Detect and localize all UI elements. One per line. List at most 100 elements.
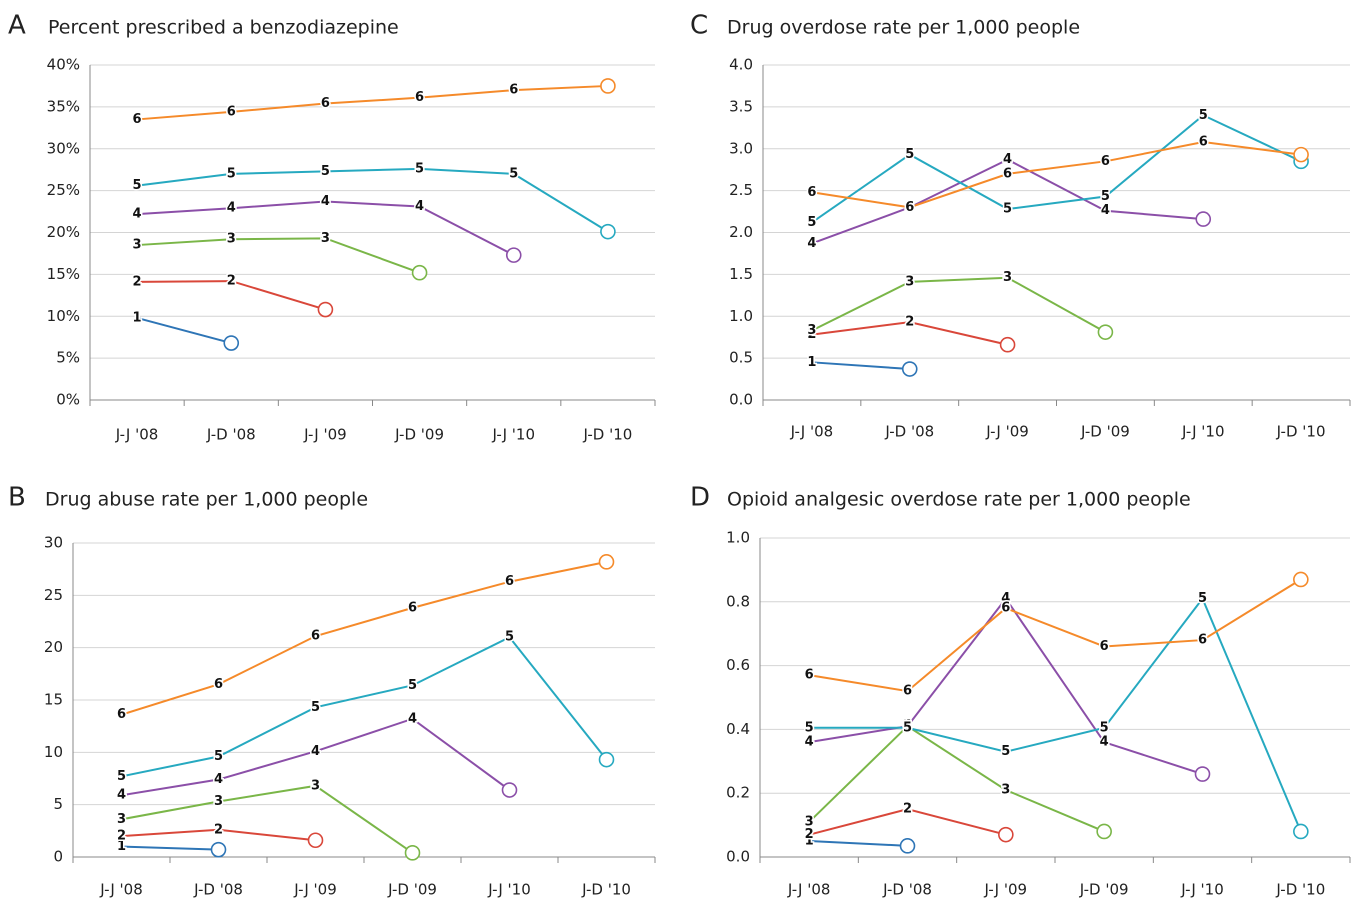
point-label: 5 (1101, 189, 1110, 204)
end-marker (1097, 324, 1114, 340)
point-label: 5 (1001, 744, 1010, 759)
point-label: 5 (133, 178, 142, 193)
y-tick-label: 0.0 (726, 848, 750, 866)
y-tick-label: 1.0 (726, 529, 750, 547)
panel-letter: C (690, 11, 708, 41)
end-marker (1293, 823, 1309, 840)
x-tick-label: J-D '09 (1079, 881, 1129, 899)
point-label: 3 (1003, 270, 1012, 285)
point-label: 5 (408, 678, 417, 693)
point-label: 5 (214, 749, 223, 764)
y-tick-label: 1.0 (729, 307, 753, 325)
point-label: 4 (1101, 203, 1110, 218)
point-label: 1 (133, 310, 142, 325)
point-label: 4 (214, 772, 223, 787)
point-label: 3 (805, 814, 814, 829)
point-label: 4 (1100, 735, 1109, 750)
end-marker (1293, 146, 1309, 163)
series-line (809, 578, 1302, 693)
panel-letter: D (690, 483, 710, 513)
point-label: 5 (311, 700, 320, 715)
x-tick-label: J-J '10 (487, 881, 531, 899)
point-label: 6 (415, 90, 424, 105)
y-tick-label: 3.5 (729, 97, 753, 115)
point-label: 4 (133, 207, 142, 222)
y-tick-label: 35% (47, 97, 80, 115)
series-line (809, 596, 1302, 832)
panel-letter: A (8, 11, 26, 41)
x-tick-label: J-D '08 (884, 423, 934, 441)
point-label: 2 (227, 274, 236, 289)
point-label: 4 (903, 719, 912, 734)
x-tick-label: J-D '08 (882, 881, 932, 899)
point-label: 3 (807, 323, 816, 338)
series-line (811, 158, 1204, 245)
point-label: 4 (227, 201, 236, 216)
point-label: 4 (311, 744, 320, 759)
panel: A Percent prescribed a benzodiazepine 0% 5%… (8, 11, 656, 444)
panel-title: Opioid analgesic overdose rate per 1,000… (727, 489, 1191, 511)
point-label: 2 (903, 802, 912, 817)
point-label: 5 (415, 161, 424, 176)
point-label: 6 (214, 677, 223, 692)
point-label: 5 (1003, 202, 1012, 217)
series-line (121, 828, 316, 842)
point-label: 2 (214, 822, 223, 837)
end-marker (901, 361, 918, 377)
series-line (136, 316, 232, 345)
series-line (137, 280, 326, 311)
point-label: 3 (117, 812, 126, 827)
y-tick-label: 0.4 (726, 720, 750, 738)
point-label: 4 (807, 236, 816, 251)
end-marker (598, 554, 615, 570)
y-tick-label: 0.2 (726, 784, 750, 802)
end-marker (317, 301, 334, 318)
point-label: 4 (117, 788, 126, 803)
end-marker (501, 782, 518, 798)
point-label: 6 (408, 600, 417, 615)
point-label: 6 (509, 83, 518, 98)
point-label: 6 (1199, 135, 1208, 150)
point-label: 4 (415, 199, 424, 214)
end-marker (223, 335, 240, 351)
panel: C Drug overdose rate per 1,000 people 0.0 0… (690, 11, 1351, 441)
x-tick-label: J-J '09 (293, 881, 337, 899)
point-label: 5 (905, 147, 914, 162)
point-label: 5 (117, 769, 126, 784)
point-label: 1 (117, 839, 126, 854)
series-line (137, 200, 515, 257)
point-label: 5 (805, 720, 814, 735)
end-marker (1293, 571, 1309, 588)
end-marker (411, 264, 428, 281)
point-label: 6 (227, 104, 236, 119)
x-tick-label: J-J '09 (985, 423, 1029, 441)
y-tick-label: 20 (44, 638, 63, 656)
point-label: 6 (905, 200, 914, 215)
point-label: 3 (311, 778, 320, 793)
y-tick-label: 0.8 (726, 592, 750, 610)
point-label: 3 (905, 274, 914, 289)
y-tick-label: 10% (47, 307, 80, 325)
point-label: 3 (1001, 783, 1010, 798)
panel: D Opioid analgesic overdose rate per 1,00… (690, 483, 1351, 899)
series-line (809, 596, 1203, 776)
y-tick-label: 40% (47, 56, 80, 74)
series-line (811, 361, 910, 371)
point-label: 6 (321, 96, 330, 111)
y-tick-label: 0 (53, 848, 63, 866)
point-label: 1 (805, 834, 814, 849)
series-line (811, 141, 1302, 209)
point-label: 3 (214, 794, 223, 809)
y-tick-label: 0.6 (726, 656, 750, 674)
series-line (136, 167, 609, 233)
y-tick-label: 15% (47, 265, 80, 283)
x-tick-label: J-D '09 (394, 426, 444, 444)
point-label: 6 (1003, 166, 1012, 181)
point-label: 6 (903, 684, 912, 699)
point-label: 6 (1100, 639, 1109, 654)
y-tick-label: 2.0 (729, 223, 753, 241)
series-line (121, 784, 414, 854)
end-marker (1194, 766, 1211, 782)
point-label: 1 (807, 355, 816, 370)
x-tick-label: J-J '08 (790, 423, 834, 441)
